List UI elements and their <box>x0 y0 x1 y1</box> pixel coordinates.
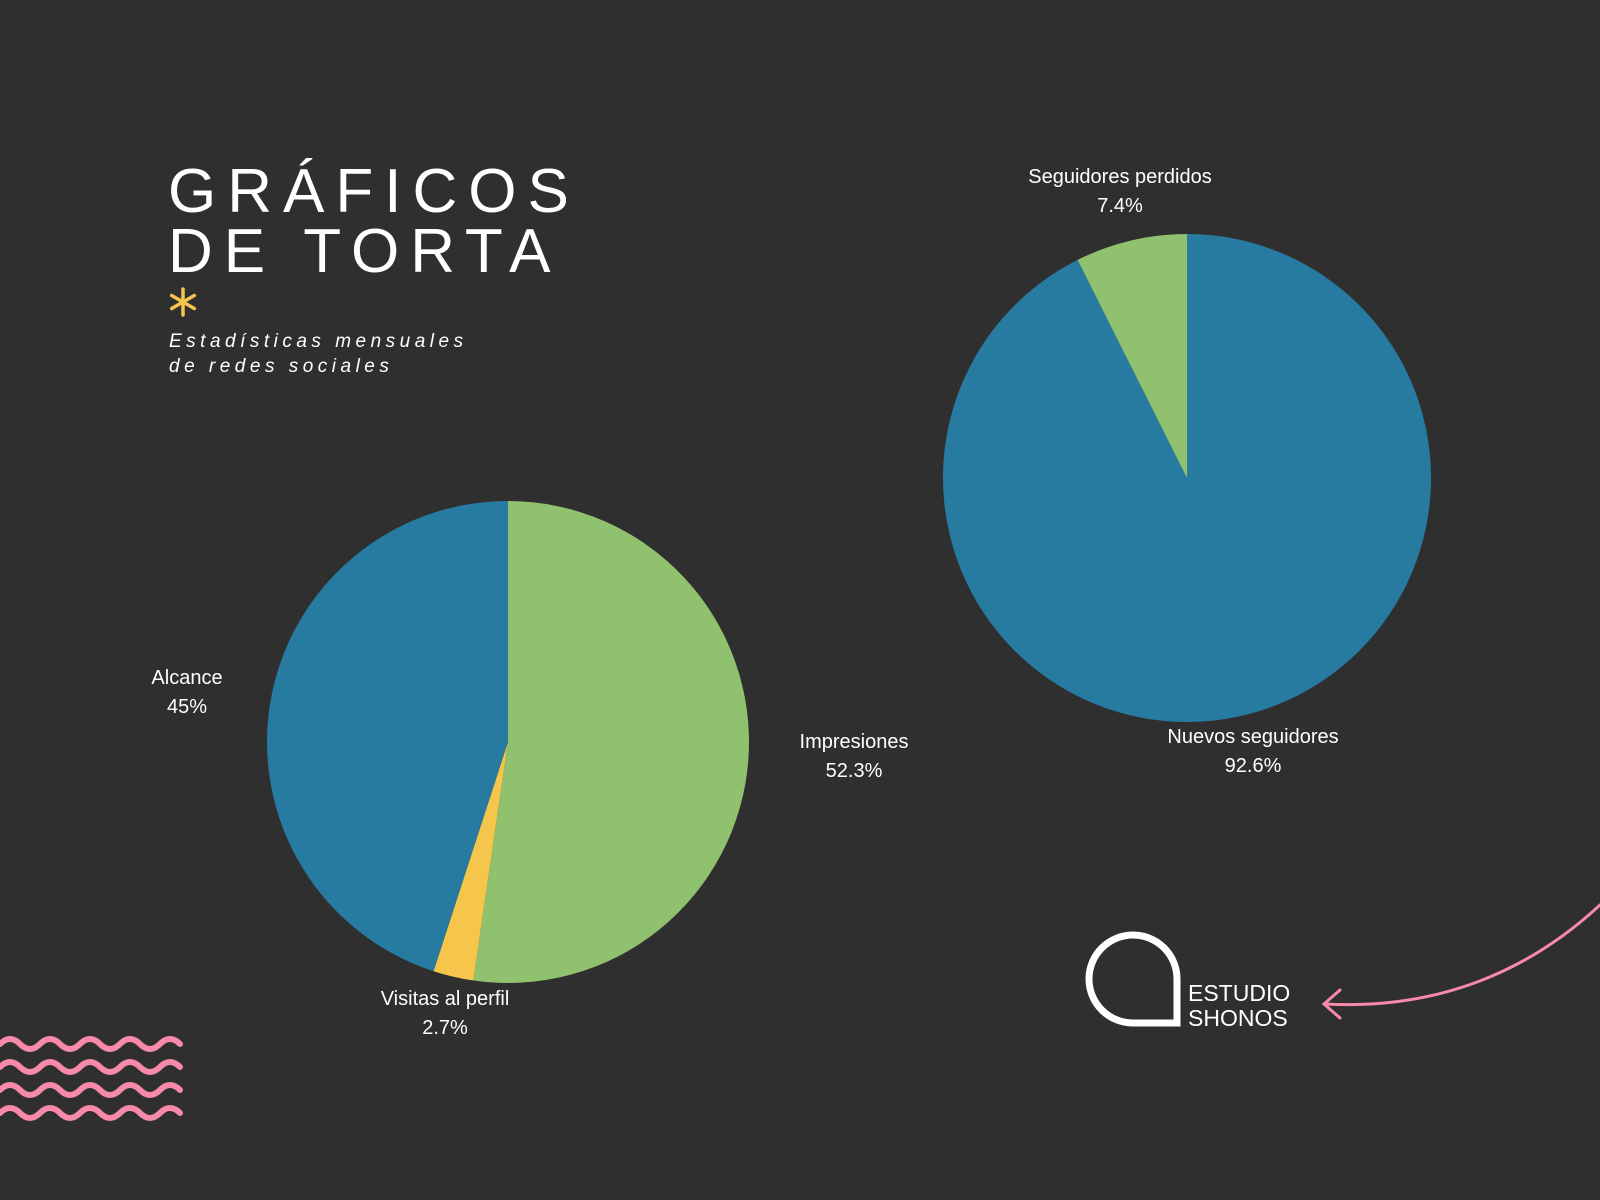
logo-text: ESTUDIO <box>1188 980 1290 1006</box>
pie-slice <box>473 501 749 983</box>
arrow-decoration <box>1321 903 1600 1020</box>
slice-label: Visitas al perfil <box>381 988 510 1010</box>
slice-value-label: 92.6% <box>1225 755 1282 777</box>
pie-slice <box>942 234 1431 722</box>
logo-icon <box>1085 931 1181 1027</box>
asterisk-icon <box>169 287 197 317</box>
slice-label: Nuevos seguidores <box>1167 726 1338 748</box>
slice-label: Impresiones <box>800 731 909 753</box>
slice-value-label: 52.3% <box>826 760 883 782</box>
pie-slice <box>1077 234 1187 478</box>
slice-label: Alcance <box>151 667 222 689</box>
slice-value-label: 45% <box>167 696 207 718</box>
wave-decoration <box>0 1036 183 1121</box>
title-line: DE TORTA <box>168 217 562 286</box>
subtitle-line: de redes sociales <box>169 356 393 377</box>
slice-value-label: 2.7% <box>422 1017 468 1039</box>
title-line: GRÁFICOS <box>168 157 580 226</box>
pie-slice <box>267 501 508 972</box>
logo-text: SHONOS <box>1188 1005 1288 1031</box>
slice-value-label: 7.4% <box>1097 195 1143 217</box>
pie-slice <box>433 742 508 981</box>
slice-label: Seguidores perdidos <box>1028 166 1211 188</box>
subtitle-line: Estadísticas mensuales <box>169 331 468 352</box>
